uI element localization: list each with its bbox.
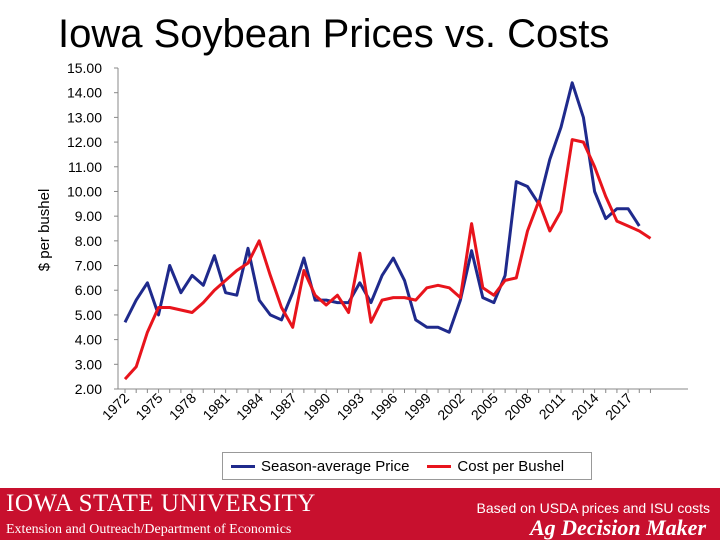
- series-lines: [123, 81, 652, 381]
- x-tick-label: 2014: [568, 390, 601, 423]
- y-tick-label: 13.00: [67, 109, 102, 125]
- line-chart: 2.00 3.00 4.00 5.00 6.00 7.00 8.00 9.00 10.00 11.…: [36, 60, 688, 423]
- university-logo: IOWA STATE UNIVERSITY: [6, 490, 316, 517]
- x-tick-label: 1972: [99, 390, 132, 423]
- y-tick-label: 2.00: [75, 381, 102, 397]
- x-tick-label: 1996: [367, 390, 400, 423]
- department-text: Extension and Outreach/Department of Eco…: [6, 522, 292, 537]
- y-tick-label: 8.00: [75, 233, 102, 249]
- x-tick-label: 1981: [199, 390, 232, 423]
- page-title: Iowa Soybean Prices vs. Costs: [58, 12, 610, 56]
- y-tick-label: 11.00: [68, 159, 102, 175]
- x-tick-label: 2017: [602, 390, 635, 423]
- x-tick-label: 1999: [401, 390, 434, 423]
- chart-legend: Season-average Price Cost per Bushel: [222, 452, 592, 480]
- y-tick-label: 9.00: [75, 208, 102, 224]
- x-tick-label: 1993: [334, 390, 367, 423]
- legend-swatch-cost: [427, 464, 452, 468]
- legend-label-price: Season-average Price: [261, 457, 410, 475]
- x-axis: 1972 1975 1978 1981 1984 1987 1990 1993 1996 1999…: [99, 388, 688, 423]
- x-tick-label: 1987: [266, 390, 299, 423]
- y-tick-label: 7.00: [75, 258, 102, 274]
- x-tick-label: 1990: [300, 390, 333, 423]
- footer-bar: IOWA STATE UNIVERSITY Extension and Outr…: [0, 488, 720, 540]
- legend-label-cost: Cost per Bushel: [457, 457, 565, 475]
- x-tick-label: 1975: [132, 390, 165, 423]
- brand-logo: Ag Decision Maker: [530, 515, 706, 540]
- y-tick-label: 3.00: [75, 356, 102, 372]
- y-tick-label: 6.00: [75, 282, 102, 298]
- x-tick-label: 2008: [501, 390, 534, 423]
- y-axis-label: $ per bushel: [36, 189, 53, 272]
- y-tick-label: 5.00: [75, 307, 102, 323]
- legend-item-cost: Cost per Bushel: [427, 458, 564, 475]
- y-tick-label: 15.00: [67, 60, 102, 76]
- y-tick-label: 10.00: [67, 183, 102, 199]
- x-tick-label: 2002: [434, 390, 467, 423]
- x-tick-label: 2005: [468, 390, 501, 423]
- legend-swatch-price: [231, 464, 255, 468]
- y-tick-label: 4.00: [75, 332, 102, 348]
- series-line-cost: [123, 138, 652, 381]
- x-tick-label: 1978: [166, 390, 199, 423]
- x-tick-label: 1984: [233, 390, 266, 423]
- series-line-price: [123, 81, 641, 334]
- legend-item-price: Season-average Price: [231, 458, 409, 475]
- x-tick-label: 2011: [536, 390, 569, 423]
- source-note: Based on USDA prices and ISU costs: [476, 500, 710, 516]
- y-axis: 2.00 3.00 4.00 5.00 6.00 7.00 8.00 9.00 10.00 11.…: [67, 60, 119, 397]
- y-tick-label: 12.00: [67, 134, 102, 150]
- y-tick-label: 14.00: [67, 85, 102, 101]
